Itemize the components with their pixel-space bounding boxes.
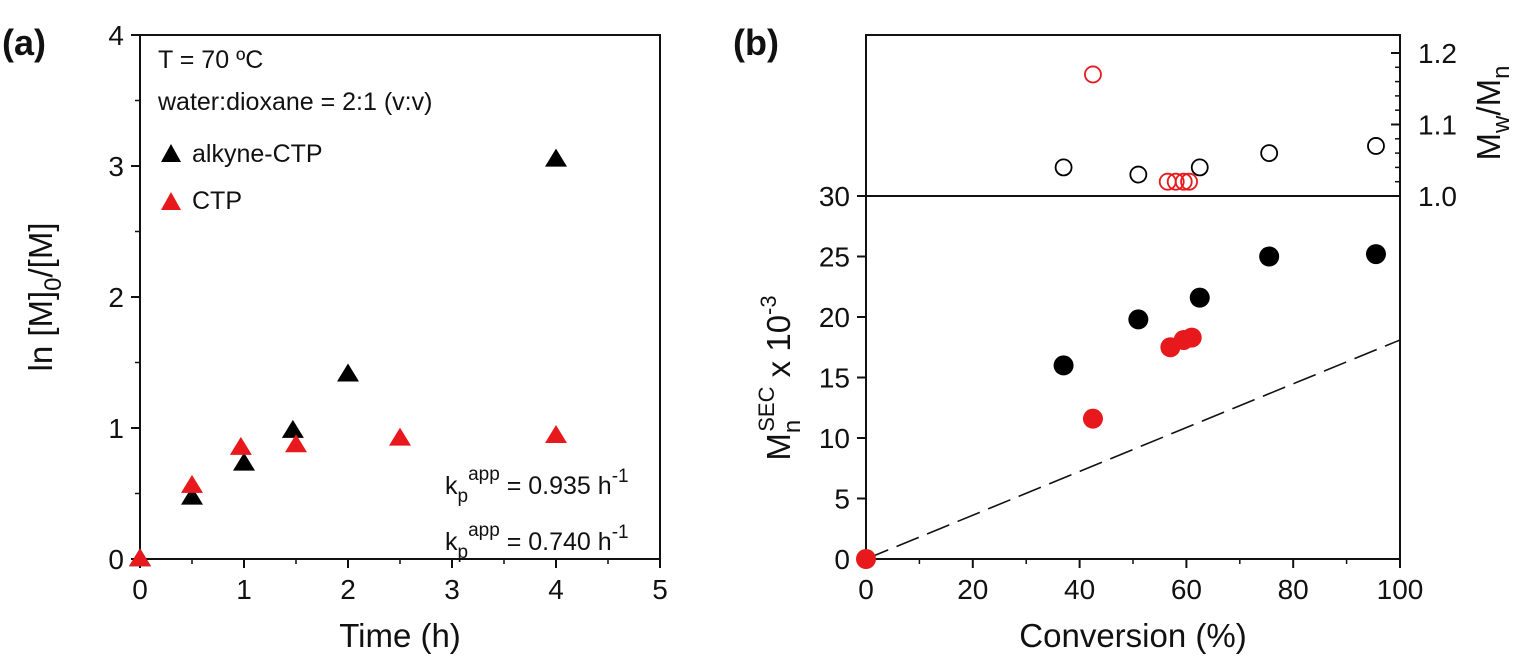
right-y-tick-label: 1.2 [1418, 38, 1457, 69]
y-tick-label: 4 [108, 20, 124, 51]
panel-b-plot-frame [865, 34, 1401, 560]
dispersity-open-point [1260, 144, 1279, 163]
panel-b-upper-y-axis-label: Mw/Mn [1470, 66, 1515, 161]
panel-a-x-axis-label: Time (h) [339, 617, 461, 654]
y-tick-label: 15 [819, 363, 850, 394]
x-tick-label: 2 [340, 574, 356, 605]
dispersity-open-point [1180, 172, 1198, 191]
rate-label-ctp: kpapp = 0.935 h-1 [445, 464, 629, 507]
data-point-ctp [545, 425, 567, 444]
panel-a-label: (a) [2, 22, 46, 63]
data-point-alkyne-ctp [181, 486, 203, 505]
panel-a: (a) 0 1 2 3 4 5 0 1 2 3 4 Time (h) ln [M]0/[M] T … [2, 20, 668, 654]
x-tick-label: 100 [1377, 574, 1424, 605]
y-tick-label: 20 [819, 302, 850, 333]
x-tick-label: 5 [652, 574, 668, 605]
dispersity-open-point [1054, 158, 1073, 177]
x-tick-label: 80 [1278, 574, 1309, 605]
x-tick-label: 4 [548, 574, 564, 605]
y-tick-label: 30 [819, 181, 850, 212]
panel-b-theory-line-group [865, 339, 1401, 560]
x-tick-label: 1 [236, 574, 252, 605]
mn-filled-point [1365, 244, 1386, 265]
legend-label-ctp: CTP [192, 187, 242, 215]
mn-filled-point [1053, 355, 1074, 376]
right-y-tick-label: 1.1 [1418, 110, 1457, 141]
data-point-ctp [389, 427, 411, 446]
panel-b-upper-y-ticks: 1.0 1.1 1.2 [1391, 38, 1457, 212]
y-tick-label: 10 [819, 423, 850, 454]
mn-filled-point [1181, 327, 1202, 348]
dispersity-open-point [1367, 137, 1385, 155]
y-tick-label: 25 [819, 242, 850, 273]
dispersity-open-point [1084, 65, 1102, 84]
panel-b-data-points [856, 65, 1386, 569]
x-tick-label: 0 [858, 574, 874, 605]
panel-b-lower-y-axis-label: MnSEC x 10-3 [754, 295, 806, 460]
y-tick-label: 5 [834, 484, 850, 515]
mn-filled-point [856, 549, 876, 569]
theoretical-mn-dashed-line [865, 339, 1401, 560]
panel-b-label: (b) [733, 22, 779, 63]
mn-filled-point [1128, 309, 1149, 330]
condition-solvent: water:dioxane = 2:1 (v:v) [157, 88, 432, 116]
panel-b-x-ticks: 0 20 40 60 80 100 [858, 559, 1423, 605]
y-tick-label: 2 [108, 282, 124, 313]
legend-marker-ctp [161, 192, 181, 210]
rate-label-alkyne-ctp: kpapp = 0.740 h-1 [445, 520, 629, 563]
x-tick-label: 3 [444, 574, 460, 605]
y-tick-label: 3 [108, 151, 124, 182]
panel-a-y-ticks: 0 1 2 3 4 [108, 20, 140, 575]
panel-a-data-points [129, 148, 567, 567]
data-point-ctp [285, 434, 307, 453]
data-point-alkyne-ctp [337, 363, 359, 382]
data-point-alkyne-ctp [281, 419, 304, 438]
x-tick-label: 0 [132, 574, 148, 605]
mn-filled-point [1082, 408, 1103, 429]
condition-temperature: T = 70 ºC [158, 46, 263, 74]
dispersity-open-point [1190, 158, 1209, 177]
y-tick-label: 0 [834, 544, 850, 575]
data-point-ctp [129, 548, 151, 567]
panel-b-x-axis-label: Conversion (%) [1019, 617, 1246, 654]
data-point-ctp [181, 474, 203, 493]
dispersity-open-point [1166, 172, 1185, 191]
panel-a-y-axis-label: ln [M]0/[M] [22, 222, 67, 371]
dispersity-open-point [1129, 165, 1148, 184]
y-tick-label: 1 [108, 413, 124, 444]
mn-filled-point [1259, 246, 1280, 267]
legend-label-alkyne-ctp: alkyne-CTP [192, 140, 323, 168]
data-point-alkyne-ctp [545, 148, 567, 167]
data-point-ctp [229, 436, 252, 455]
panel-b-lower-y-ticks: 0 5 10 15 20 25 30 [819, 181, 866, 575]
x-tick-label: 20 [957, 574, 988, 605]
data-point-alkyne-ctp [233, 452, 255, 471]
dispersity-open-point [1174, 172, 1193, 191]
legend-marker-alkyne-ctp [161, 144, 181, 162]
right-y-tick-label: 1.0 [1418, 181, 1457, 212]
panel-a-x-ticks: 0 1 2 3 4 5 [132, 559, 668, 605]
y-tick-label: 0 [108, 544, 124, 575]
mn-filled-point [1189, 287, 1210, 308]
x-tick-label: 40 [1064, 574, 1095, 605]
x-tick-label: 60 [1171, 574, 1202, 605]
